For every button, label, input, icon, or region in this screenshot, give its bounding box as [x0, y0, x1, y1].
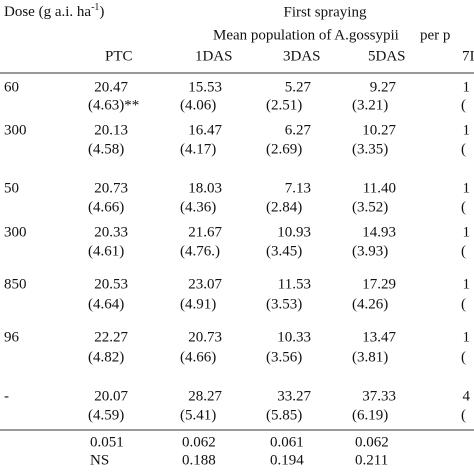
mean-cell: 5.27	[285, 79, 312, 95]
transformed-cell: (4.26)	[352, 296, 388, 312]
mean-cell: 21.67	[188, 224, 222, 240]
mean-cell: 20.53	[94, 276, 128, 292]
footer-cell: 0.051	[90, 434, 124, 450]
transformed-cell: (4.82)	[88, 349, 124, 365]
transformed-cell: (3.45)	[266, 243, 302, 259]
dose-cell: 300	[4, 224, 27, 240]
footer-cell: 0.062	[355, 434, 389, 450]
mean-cell: 20.07	[94, 388, 128, 404]
mean-cell: 20.73	[188, 329, 222, 345]
mean-cell: 1	[463, 276, 471, 292]
mean-cell: 11.53	[278, 276, 311, 292]
transformed-cell: (	[461, 407, 466, 423]
mean-cell: 6.27	[285, 122, 312, 138]
footer-cell: NS	[90, 452, 109, 468]
dose-cell: 96	[4, 329, 20, 345]
transformed-cell: (3.35)	[352, 141, 388, 157]
transformed-cell: (4.63)**	[88, 97, 139, 113]
dose-cell: 850	[4, 276, 27, 292]
transformed-cell: (	[461, 141, 466, 157]
mean-cell: 20.13	[94, 122, 128, 138]
transformed-cell: (2.84)	[266, 199, 302, 215]
mean-cell: 11.40	[363, 180, 396, 196]
dose-cell: 300	[4, 122, 27, 138]
transformed-cell: (4.17)	[180, 141, 216, 157]
dose-header: Dose (g a.i. ha-1)	[4, 2, 104, 20]
transformed-cell: (3.21)	[352, 97, 388, 113]
column-header: 5DAS	[368, 48, 406, 64]
mean-cell: 14.93	[362, 224, 396, 240]
mean-cell: 13.47	[362, 329, 396, 345]
transformed-cell: (3.52)	[352, 199, 388, 215]
mean-cell: 10.27	[362, 122, 396, 138]
footer-cell: 0.188	[182, 452, 216, 468]
transformed-cell: (4.58)	[88, 141, 124, 157]
transformed-cell: (4.59)	[88, 407, 124, 423]
mean-header: Mean population of A.gossypii	[213, 27, 399, 43]
footer-cell: 0.211	[355, 452, 388, 468]
mean-cell: 23.07	[188, 276, 222, 292]
footer-cell: 0.061	[270, 434, 304, 450]
mean-cell: 10.93	[277, 224, 311, 240]
mean-cell: 1	[463, 122, 471, 138]
transformed-cell: (	[461, 349, 466, 365]
column-header: 7I	[462, 48, 474, 64]
mean-cell: 18.03	[188, 180, 222, 196]
mean-cell: 20.47	[94, 79, 128, 95]
mean-cell: 37.33	[362, 388, 396, 404]
column-header: 3DAS	[283, 48, 321, 64]
spraying-header: First spraying	[284, 4, 367, 20]
mean-cell: 1	[463, 180, 471, 196]
mean-cell: 20.33	[94, 224, 128, 240]
mean-cell: 16.47	[188, 122, 222, 138]
transformed-cell: (2.51)	[266, 97, 302, 113]
mean-cell: 15.53	[188, 79, 222, 95]
mean-cell: 33.27	[277, 388, 311, 404]
mean-cell: 1	[463, 329, 471, 345]
transformed-cell: (	[461, 243, 466, 259]
transformed-cell: (4.66)	[180, 349, 216, 365]
transformed-cell: (4.06)	[180, 97, 216, 113]
transformed-cell: (4.61)	[88, 243, 124, 259]
transformed-cell: (	[461, 199, 466, 215]
column-header: PTC	[105, 48, 133, 64]
mean-cell: 17.29	[362, 276, 396, 292]
per-header: per p	[420, 27, 450, 43]
transformed-cell: (5.41)	[180, 407, 216, 423]
mean-cell: 7.13	[285, 180, 311, 196]
mean-cell: 20.73	[94, 180, 128, 196]
transformed-cell: (	[461, 97, 466, 113]
column-header: 1DAS	[195, 48, 233, 64]
transformed-cell: (4.76.)	[180, 243, 220, 259]
mean-cell: 9.27	[370, 79, 397, 95]
mean-cell: 22.27	[94, 329, 128, 345]
transformed-cell: (4.91)	[180, 296, 216, 312]
transformed-cell: (	[461, 296, 466, 312]
transformed-cell: (4.36)	[180, 199, 216, 215]
transformed-cell: (4.66)	[88, 199, 124, 215]
transformed-cell: (6.19)	[352, 407, 388, 423]
transformed-cell: (5.85)	[266, 407, 302, 423]
transformed-cell: (4.64)	[88, 296, 124, 312]
mean-cell: 1	[463, 79, 471, 95]
transformed-cell: (2.69)	[266, 141, 302, 157]
dose-cell: -	[4, 388, 9, 404]
footer-cell: 0.194	[270, 452, 304, 468]
transformed-cell: (3.93)	[352, 243, 388, 259]
footer-cell: 0.062	[182, 434, 216, 450]
mean-cell: 28.27	[188, 388, 222, 404]
dose-cell: 60	[4, 79, 19, 95]
mean-cell: 10.33	[277, 329, 311, 345]
mean-cell: 4	[463, 388, 471, 404]
transformed-cell: (3.81)	[352, 349, 388, 365]
transformed-cell: (3.56)	[266, 349, 302, 365]
dose-cell: 50	[4, 180, 19, 196]
transformed-cell: (3.53)	[266, 296, 302, 312]
mean-cell: 1	[463, 224, 471, 240]
